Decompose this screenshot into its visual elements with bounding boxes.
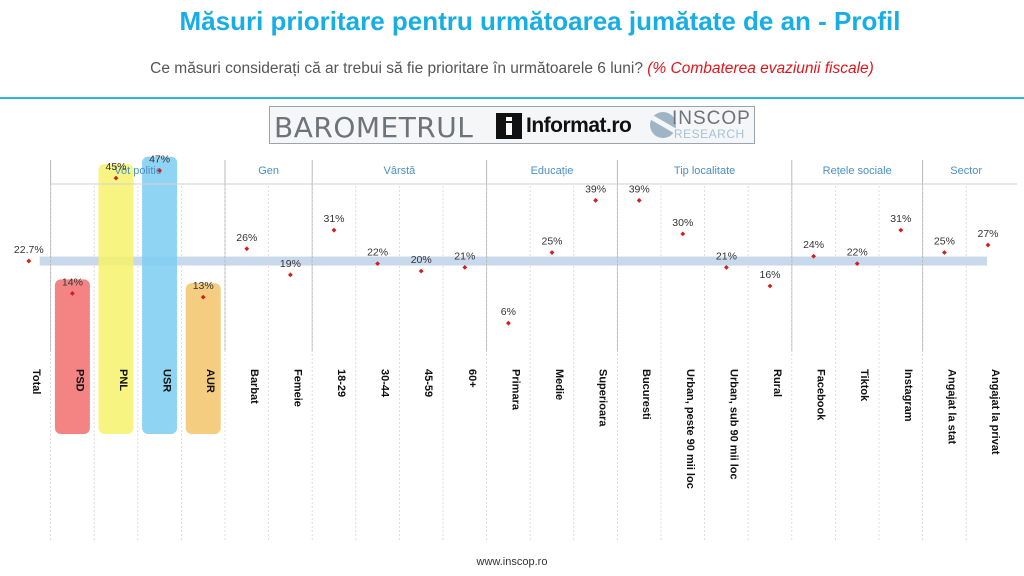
category-label-45-59: 45-59	[422, 369, 434, 397]
value-label-45-59: 20%	[411, 254, 432, 266]
value-label-superioara: 39%	[585, 183, 606, 195]
category-label-primara: Primara	[509, 369, 521, 411]
data-point-aur	[200, 294, 206, 300]
data-point-45-59	[418, 268, 424, 274]
category-label-aur: AUR	[204, 369, 216, 393]
value-label-usr: 47%	[149, 154, 170, 166]
data-point-30-44	[375, 261, 380, 267]
data-point-instagram	[898, 227, 904, 233]
group-label-gen: Gen	[258, 165, 279, 177]
value-label-psd: 14%	[62, 276, 83, 288]
barometru-logo-text: BAROMETRUL	[274, 111, 474, 144]
category-label-usr: USR	[161, 369, 173, 392]
value-label-angajat-la-stat: 25%	[934, 236, 955, 248]
data-point-barbat	[244, 246, 250, 252]
value-label-urban-sub-90-mii-loc: 21%	[716, 250, 737, 262]
value-label-tiktok: 22%	[847, 247, 868, 259]
highlight-pill-aur	[185, 283, 221, 434]
chart-subtitle: Ce măsuri considerați că ar trebui să fi…	[0, 60, 1024, 78]
inscop-logo-icon	[650, 112, 676, 138]
group-label-retele-sociale: Rețele sociale	[823, 165, 892, 177]
value-label-medie: 25%	[541, 236, 562, 248]
category-label-urban-peste-90-mii-loc: Urban, peste 90 mii loc	[684, 369, 696, 489]
data-point-superioara	[593, 198, 598, 203]
average-band	[39, 256, 988, 266]
data-point-tiktok	[854, 261, 860, 267]
inscop-research-text: RESEARCH	[674, 127, 745, 141]
value-label-barbat: 26%	[236, 232, 257, 244]
value-label-60: 21%	[454, 250, 475, 262]
category-label-femeie: Femeie	[291, 369, 303, 407]
group-label-varsta: Vârstă	[384, 165, 417, 177]
category-label-barbat: Barbat	[248, 369, 260, 404]
group-label-tip-localitate: Tip localitate	[674, 165, 735, 177]
value-label-pnl: 45%	[105, 161, 126, 173]
value-label-urban-peste-90-mii-loc: 30%	[672, 217, 693, 229]
barometru-logo-banner: BAROMETRUL Informat.ro INSCOP RESEARCH	[269, 106, 755, 144]
group-label-educatie: Educație	[531, 165, 574, 177]
value-label-30-44: 22%	[367, 247, 388, 259]
value-label-18-29: 31%	[323, 213, 344, 225]
category-label-rural: Rural	[771, 369, 783, 397]
category-label-instagram: Instagram	[902, 369, 914, 422]
highlight-pill-usr	[142, 156, 178, 434]
group-label-vot-politic: Vot politic	[114, 165, 162, 177]
data-point-psd	[70, 291, 75, 296]
category-label-psd: PSD	[73, 369, 85, 392]
highlight-pill-psd	[54, 279, 90, 434]
data-point-femeie	[288, 272, 293, 278]
footer-url: www.inscop.ro	[476, 556, 548, 568]
subtitle-highlight: (% Combaterea evaziunii fiscale)	[647, 60, 874, 77]
category-label-angajat-la-stat: Angajat la stat	[945, 369, 957, 445]
data-point-total	[26, 258, 32, 264]
data-point-angajat-la-stat	[942, 250, 947, 255]
data-point-18-29	[331, 227, 337, 233]
value-label-angajat-la-privat: 27%	[977, 228, 998, 240]
data-point-usr	[157, 168, 162, 174]
category-label-angajat-la-privat: Angajat la privat	[989, 369, 1001, 455]
category-label-superioara: Superioara	[597, 369, 609, 427]
data-point-60	[462, 264, 468, 270]
category-label-tiktok: Tiktok	[858, 369, 870, 402]
header-divider	[0, 97, 1024, 99]
value-label-rural: 16%	[759, 269, 780, 281]
data-point-rural	[767, 283, 773, 289]
category-label-18-29: 18-29	[335, 369, 347, 397]
subtitle-question: Ce măsuri considerați că ar trebui să fi…	[150, 60, 643, 77]
data-point-bucuresti	[636, 198, 642, 203]
value-label-aur: 13%	[193, 280, 214, 292]
value-label-instagram: 31%	[890, 213, 911, 225]
data-point-medie	[549, 250, 555, 255]
value-label-primara: 6%	[501, 306, 516, 318]
value-label-facebook: 24%	[803, 239, 824, 251]
category-label-facebook: Facebook	[815, 369, 827, 421]
data-point-urban-sub-90-mii-loc	[724, 264, 729, 270]
value-label-total: 22.7%	[14, 244, 44, 256]
category-label-medie: Medie	[553, 369, 565, 400]
data-point-pnl	[113, 175, 119, 181]
inscop-logo-text: INSCOP	[672, 108, 751, 129]
category-label-total: Total	[30, 369, 42, 394]
data-point-angajat-la-privat	[985, 242, 991, 248]
group-label-sector: Sector	[950, 165, 982, 177]
highlight-pill-pnl	[98, 164, 134, 434]
informat-info-icon	[496, 113, 522, 139]
category-label-bucuresti: Bucuresti	[640, 369, 652, 420]
chart-title: Măsuri prioritare pentru următoarea jumă…	[179, 6, 901, 36]
value-label-femeie: 19%	[280, 258, 301, 270]
data-point-primara	[506, 320, 511, 326]
data-point-urban-peste-90-mii-loc	[680, 231, 686, 237]
data-point-facebook	[811, 253, 816, 259]
category-label-urban-sub-90-mii-loc: Urban, sub 90 mii loc	[727, 369, 739, 480]
value-label-bucuresti: 39%	[629, 183, 650, 195]
category-label-30-44: 30-44	[379, 369, 391, 398]
category-label-pnl: PNL	[117, 369, 129, 391]
informat-logo-text: Informat.ro	[526, 114, 632, 137]
category-label-60: 60+	[466, 369, 478, 388]
